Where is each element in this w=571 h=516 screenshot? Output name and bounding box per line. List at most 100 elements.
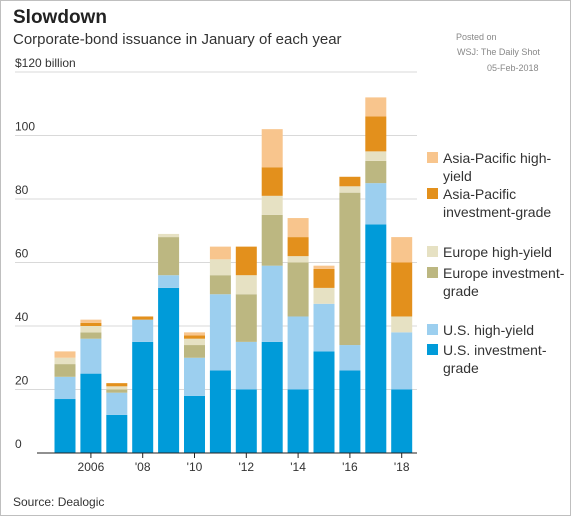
- bar-segment: [313, 268, 335, 288]
- bar-segment: [54, 351, 76, 358]
- x-tick-label: '16: [342, 460, 358, 474]
- bar-segment: [365, 224, 387, 453]
- bar-segment: [54, 399, 76, 453]
- legend-label: Asia-Pacific investment-grade: [443, 186, 552, 220]
- bar-segment: [287, 237, 309, 257]
- bar-segment: [339, 370, 361, 453]
- bar-segment: [391, 316, 413, 333]
- bar-segment: [158, 233, 180, 238]
- posted-on-label: Posted on: [456, 32, 497, 42]
- y-tick-label: 100: [15, 120, 35, 134]
- y-tick-label: 60: [15, 247, 29, 261]
- bar-segment: [235, 389, 257, 453]
- bar-segment: [287, 389, 309, 453]
- bar-segment: [391, 237, 413, 263]
- bar-segment: [158, 287, 180, 453]
- bar-segment: [132, 341, 154, 453]
- legend-item-europe-high-yield: Europe high-yield: [427, 243, 567, 261]
- chart-source: Source: Dealogic: [13, 495, 105, 509]
- bar-segment: [132, 319, 154, 342]
- legend-swatch: [427, 324, 438, 335]
- legend-swatch: [427, 267, 438, 278]
- bar-segment: [365, 183, 387, 225]
- chart-subtitle: Corporate-bond issuance in January of ea…: [13, 31, 342, 48]
- bar-segment: [54, 357, 76, 365]
- bar-segment: [184, 345, 205, 358]
- bar-segment: [261, 341, 283, 453]
- bar-segment: [80, 332, 102, 339]
- x-tick-label: '08: [135, 460, 151, 474]
- bar-segment: [80, 373, 102, 453]
- bar-segment: [54, 376, 76, 400]
- legend-swatch: [427, 188, 438, 199]
- bar-segment: [287, 218, 309, 238]
- legend-label: Europe investment-grade: [443, 265, 565, 299]
- bar-segment: [106, 414, 128, 453]
- bar-segment: [261, 214, 283, 266]
- bar-segment: [80, 322, 102, 326]
- bar-segment: [106, 392, 128, 415]
- posted-date: 05-Feb-2018: [487, 63, 539, 73]
- legend-label: Asia-Pacific high-yield: [443, 150, 552, 184]
- bar-segment: [339, 345, 361, 371]
- bar-segment: [158, 275, 180, 288]
- legend-swatch: [427, 344, 438, 355]
- bar-segment: [365, 97, 387, 117]
- bar-segment: [365, 151, 387, 161]
- bar-segment: [313, 351, 335, 453]
- bar-segment: [209, 294, 231, 371]
- x-tick-label: '12: [238, 460, 254, 474]
- bar-segment: [80, 319, 102, 323]
- bar-segment: [339, 176, 361, 187]
- x-tick-label: 2006: [78, 460, 105, 474]
- chart-title: Slowdown: [13, 7, 107, 28]
- bar-segment: [235, 341, 257, 390]
- bar-segment: [80, 326, 102, 333]
- bar-segment: [235, 246, 257, 276]
- y-tick-label: 20: [15, 374, 29, 388]
- bar-segment: [184, 338, 205, 346]
- bar-segment: [365, 116, 387, 152]
- x-tick-label: '18: [394, 460, 410, 474]
- legend-label: U.S. high-yield: [443, 322, 535, 338]
- bar-segment: [261, 167, 283, 196]
- bar-segment: [261, 265, 283, 342]
- y-tick-label: 40: [15, 310, 29, 324]
- legend-item-asia-pacific-high-yield: Asia-Pacific high-yield: [427, 149, 567, 185]
- bar-segment: [184, 395, 205, 453]
- bar-segment: [106, 389, 128, 393]
- legend-item-us-investment-grade: U.S. investment-grade: [427, 341, 567, 377]
- x-tick-label: '14: [290, 460, 306, 474]
- bar-segment: [313, 303, 335, 352]
- bar-segment: [391, 262, 413, 317]
- bar-segment: [80, 338, 102, 374]
- legend-item-asia-pacific-investment-grade: Asia-Pacific investment-grade: [427, 185, 567, 221]
- bar-segment: [209, 275, 231, 295]
- bar-segment: [261, 129, 283, 168]
- bar-segment: [287, 262, 309, 317]
- bar-segment: [339, 186, 361, 193]
- legend-item-europe-investment-grade: Europe investment-grade: [427, 264, 567, 300]
- bar-segment: [106, 386, 128, 390]
- posted-publication: WSJ: The Daily Shot: [457, 47, 540, 57]
- bar-segment: [235, 275, 257, 295]
- bar-segment: [209, 259, 231, 276]
- x-tick-label: '10: [187, 460, 203, 474]
- legend-label: U.S. investment-grade: [443, 342, 547, 376]
- bar-segment: [184, 335, 205, 339]
- bar-segment: [391, 389, 413, 453]
- bar-segment: [184, 357, 205, 396]
- bar-segment: [313, 265, 335, 269]
- bar-segment: [339, 192, 361, 346]
- legend-label: Europe high-yield: [443, 244, 552, 260]
- bar-segment: [365, 160, 387, 184]
- bar-segment: [106, 383, 128, 387]
- bar-segment: [132, 316, 154, 320]
- bar-segment: [209, 370, 231, 453]
- bar-segment: [287, 256, 309, 263]
- bar-segment: [235, 294, 257, 342]
- legend-item-us-high-yield: U.S. high-yield: [427, 321, 567, 339]
- bar-segment: [184, 332, 205, 336]
